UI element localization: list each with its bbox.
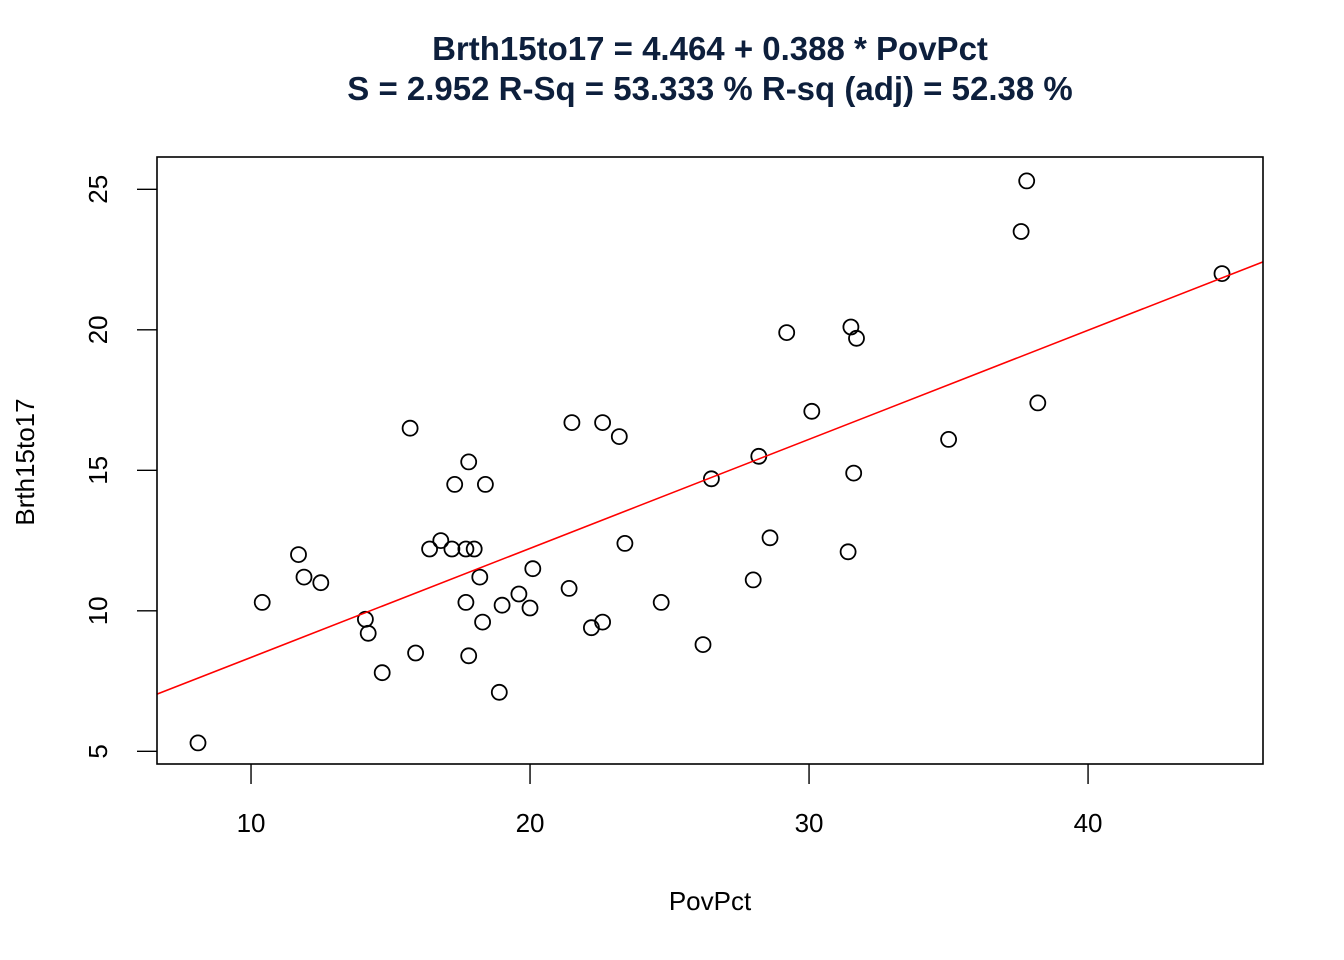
data-point [295, 568, 313, 586]
data-point [521, 599, 539, 617]
data-point [845, 464, 863, 482]
x-axis-label: PovPct [669, 886, 752, 916]
chart-subtitle: S = 2.952 R-Sq = 53.333 % R-sq (adj) = 5… [347, 70, 1072, 107]
data-point [457, 594, 475, 611]
regression-line [156, 261, 1264, 695]
data-point [189, 734, 207, 752]
data-point [803, 402, 821, 420]
data-point [1213, 265, 1231, 283]
plot-frame [156, 156, 1264, 765]
data-point [446, 475, 464, 493]
data-point [524, 560, 542, 578]
data-point [312, 574, 330, 592]
data-point [253, 594, 271, 611]
data-point [1012, 223, 1030, 240]
data-point [493, 596, 511, 614]
data-point [848, 329, 865, 347]
data-point [839, 543, 857, 561]
y-axis: 5 10 15 20 25 [83, 175, 157, 759]
data-point [401, 419, 419, 437]
data-point [652, 594, 670, 611]
data-points [189, 172, 1231, 752]
x-tick-label: 20 [516, 808, 545, 838]
data-point [940, 430, 957, 448]
data-point [432, 532, 450, 549]
data-point [1029, 394, 1047, 412]
y-tick-label: 10 [83, 596, 113, 625]
data-point [359, 624, 377, 642]
data-point [744, 571, 762, 589]
y-tick-label: 20 [83, 315, 113, 344]
data-point [560, 580, 578, 597]
y-tick-label: 5 [83, 744, 113, 758]
y-tick-label: 15 [83, 456, 113, 485]
x-tick-label: 40 [1074, 808, 1103, 838]
data-point [594, 414, 611, 432]
data-point [616, 535, 634, 552]
y-tick-label: 25 [83, 175, 113, 204]
y-axis-label: Brth15to17 [10, 398, 40, 525]
plot-area [156, 156, 1264, 765]
x-tick-label: 30 [795, 808, 824, 838]
data-point [490, 683, 508, 701]
data-point [407, 644, 425, 662]
data-point [778, 324, 796, 342]
data-point [1018, 172, 1036, 190]
data-point [583, 619, 600, 637]
data-point [460, 453, 478, 471]
data-point [457, 540, 475, 558]
data-point [474, 613, 492, 631]
data-point [703, 470, 720, 488]
x-axis: 10 20 30 40 [237, 764, 1103, 838]
x-tick-label: 10 [237, 808, 266, 838]
data-point [510, 585, 528, 603]
data-point [610, 428, 628, 446]
data-point [563, 414, 581, 432]
data-point [694, 636, 712, 653]
data-point [290, 546, 307, 563]
data-point [443, 540, 461, 558]
chart-title: Brth15to17 = 4.464 + 0.388 * PovPct [432, 30, 988, 67]
data-point [460, 647, 478, 665]
data-point [421, 540, 439, 558]
data-point [373, 664, 391, 682]
data-point [761, 529, 779, 547]
data-point [471, 568, 489, 586]
data-point [476, 475, 494, 493]
data-point [465, 540, 483, 558]
